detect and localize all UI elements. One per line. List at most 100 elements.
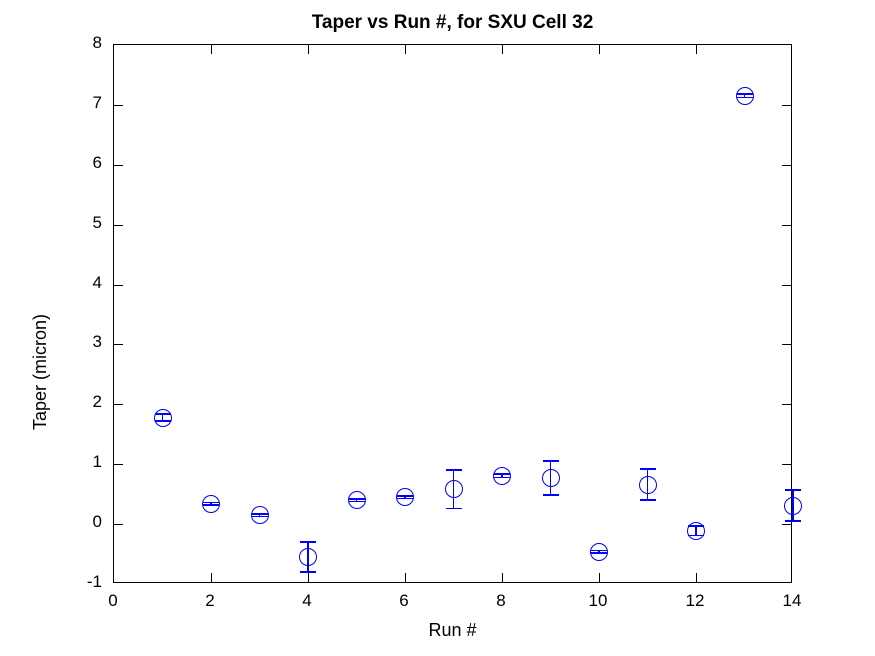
x-axis-label: Run # [428,620,477,640]
error-bar-cap-lower [688,534,704,537]
error-bar-line [258,513,261,517]
y-tick-right-4 [782,284,791,286]
error-bar-cap-upper [445,469,462,471]
error-bar-line [598,550,600,553]
error-bar-cap-upper [591,549,607,552]
marker-circle [153,408,172,427]
error-bar-cap-lower [203,504,219,506]
error-bar-cap-upper [542,460,559,462]
y-tick-4 [114,284,123,286]
x-tick-2 [211,573,212,582]
y-tick-7 [114,104,123,106]
error-bar-cap-lower [736,96,753,99]
x-tick-top-2 [211,45,212,54]
y-tick-6 [114,164,123,166]
error-bar-line [743,94,746,98]
plot-area[interactable] [113,44,802,583]
marker-circle [784,496,802,515]
marker-circle [396,488,414,507]
x-tick-label-4: 4 [302,591,312,610]
x-tick-4 [308,573,309,582]
x-tick-10 [599,573,600,582]
marker-circle [444,480,463,499]
chart-title: Taper vs Run #, for SXU Cell 32 [311,12,594,33]
error-bar-line [210,502,212,505]
x-tick-label-0: 0 [108,591,118,610]
marker-circle [541,468,560,487]
y-tick-label-1: 1 [92,452,102,472]
error-bar-line [452,470,455,509]
y-tick-label--1: -1 [86,572,102,591]
y-tick-right-0 [782,524,791,526]
error-bar-cap-upper [348,498,365,500]
x-tick-label-2: 2 [205,591,215,610]
y-tick-right-5 [782,224,791,226]
error-bar-cap-upper [494,473,510,475]
x-tick-label-6: 6 [399,591,409,610]
x-tick-label-12: 12 [685,591,705,610]
error-bar-cap-lower [785,520,801,522]
y-tick-right-1 [782,464,791,466]
error-bar-cap-upper [154,413,171,415]
error-bar-cap-upper [300,541,316,543]
x-tick-top-12 [696,45,697,54]
marker-circle [299,548,317,567]
error-bar-cap-upper [397,495,413,497]
error-bar-cap-lower [494,476,510,479]
error-bar-line [307,542,309,572]
x-tick-top-8 [502,45,503,54]
error-bar-cap-upper [639,468,656,470]
error-bar-cap-lower [542,494,559,496]
y-tick-label-7: 7 [92,92,102,112]
x-tick-top-6 [405,45,406,54]
error-bar-line [355,498,358,502]
marker-circle [493,466,511,485]
x-tick-6 [405,573,406,582]
error-bar-cap-lower [445,507,462,510]
y-tick-right-6 [782,164,791,166]
error-bar-cap-lower [251,515,268,518]
x-tick-12 [696,573,697,582]
y-tick-label-5: 5 [92,212,102,232]
y-tick-label-4: 4 [92,272,102,292]
x-tick-label-14: 14 [782,591,802,610]
y-tick-3 [114,344,123,346]
y-tick-label-8: 8 [92,33,102,52]
y-tick-5 [114,224,123,226]
y-tick-label-0: 0 [92,512,102,532]
error-bar-line [792,489,794,522]
x-tick-top-10 [599,45,600,54]
marker-circle [735,86,754,105]
error-bar-line [646,469,649,501]
error-bar-cap-upper [251,513,268,515]
y-tick-label-3: 3 [92,332,102,352]
error-bar-cap-upper [736,93,753,95]
error-bar-cap-upper [688,525,704,527]
y-tick-1 [114,464,123,466]
y-tick-right-3 [782,344,791,346]
y-tick-right-2 [782,404,791,406]
marker-circle [250,506,269,525]
error-bar-line [161,413,164,422]
marker-circle [590,542,608,561]
error-bar-cap-lower [397,497,413,500]
y-tick-2 [114,404,123,406]
error-bar-cap-lower [154,420,171,422]
y-tick-label-2: 2 [92,392,102,412]
error-bar-line [695,525,697,536]
x-tick-label-8: 8 [496,591,506,610]
x-tick-label-10: 10 [588,591,608,610]
error-bar-cap-lower [639,499,656,501]
y-axis-label: Taper (micron) [30,313,50,430]
marker-circle [202,494,220,513]
x-tick-8 [502,573,503,582]
marker-circle [638,475,657,494]
error-bar-cap-upper [203,501,219,504]
y-tick-0 [114,524,123,526]
error-bar-cap-lower [348,500,365,503]
error-bar-cap-upper [785,489,801,491]
error-bar-line [501,473,503,478]
marker-circle [347,491,366,510]
error-bar-line [549,461,552,495]
